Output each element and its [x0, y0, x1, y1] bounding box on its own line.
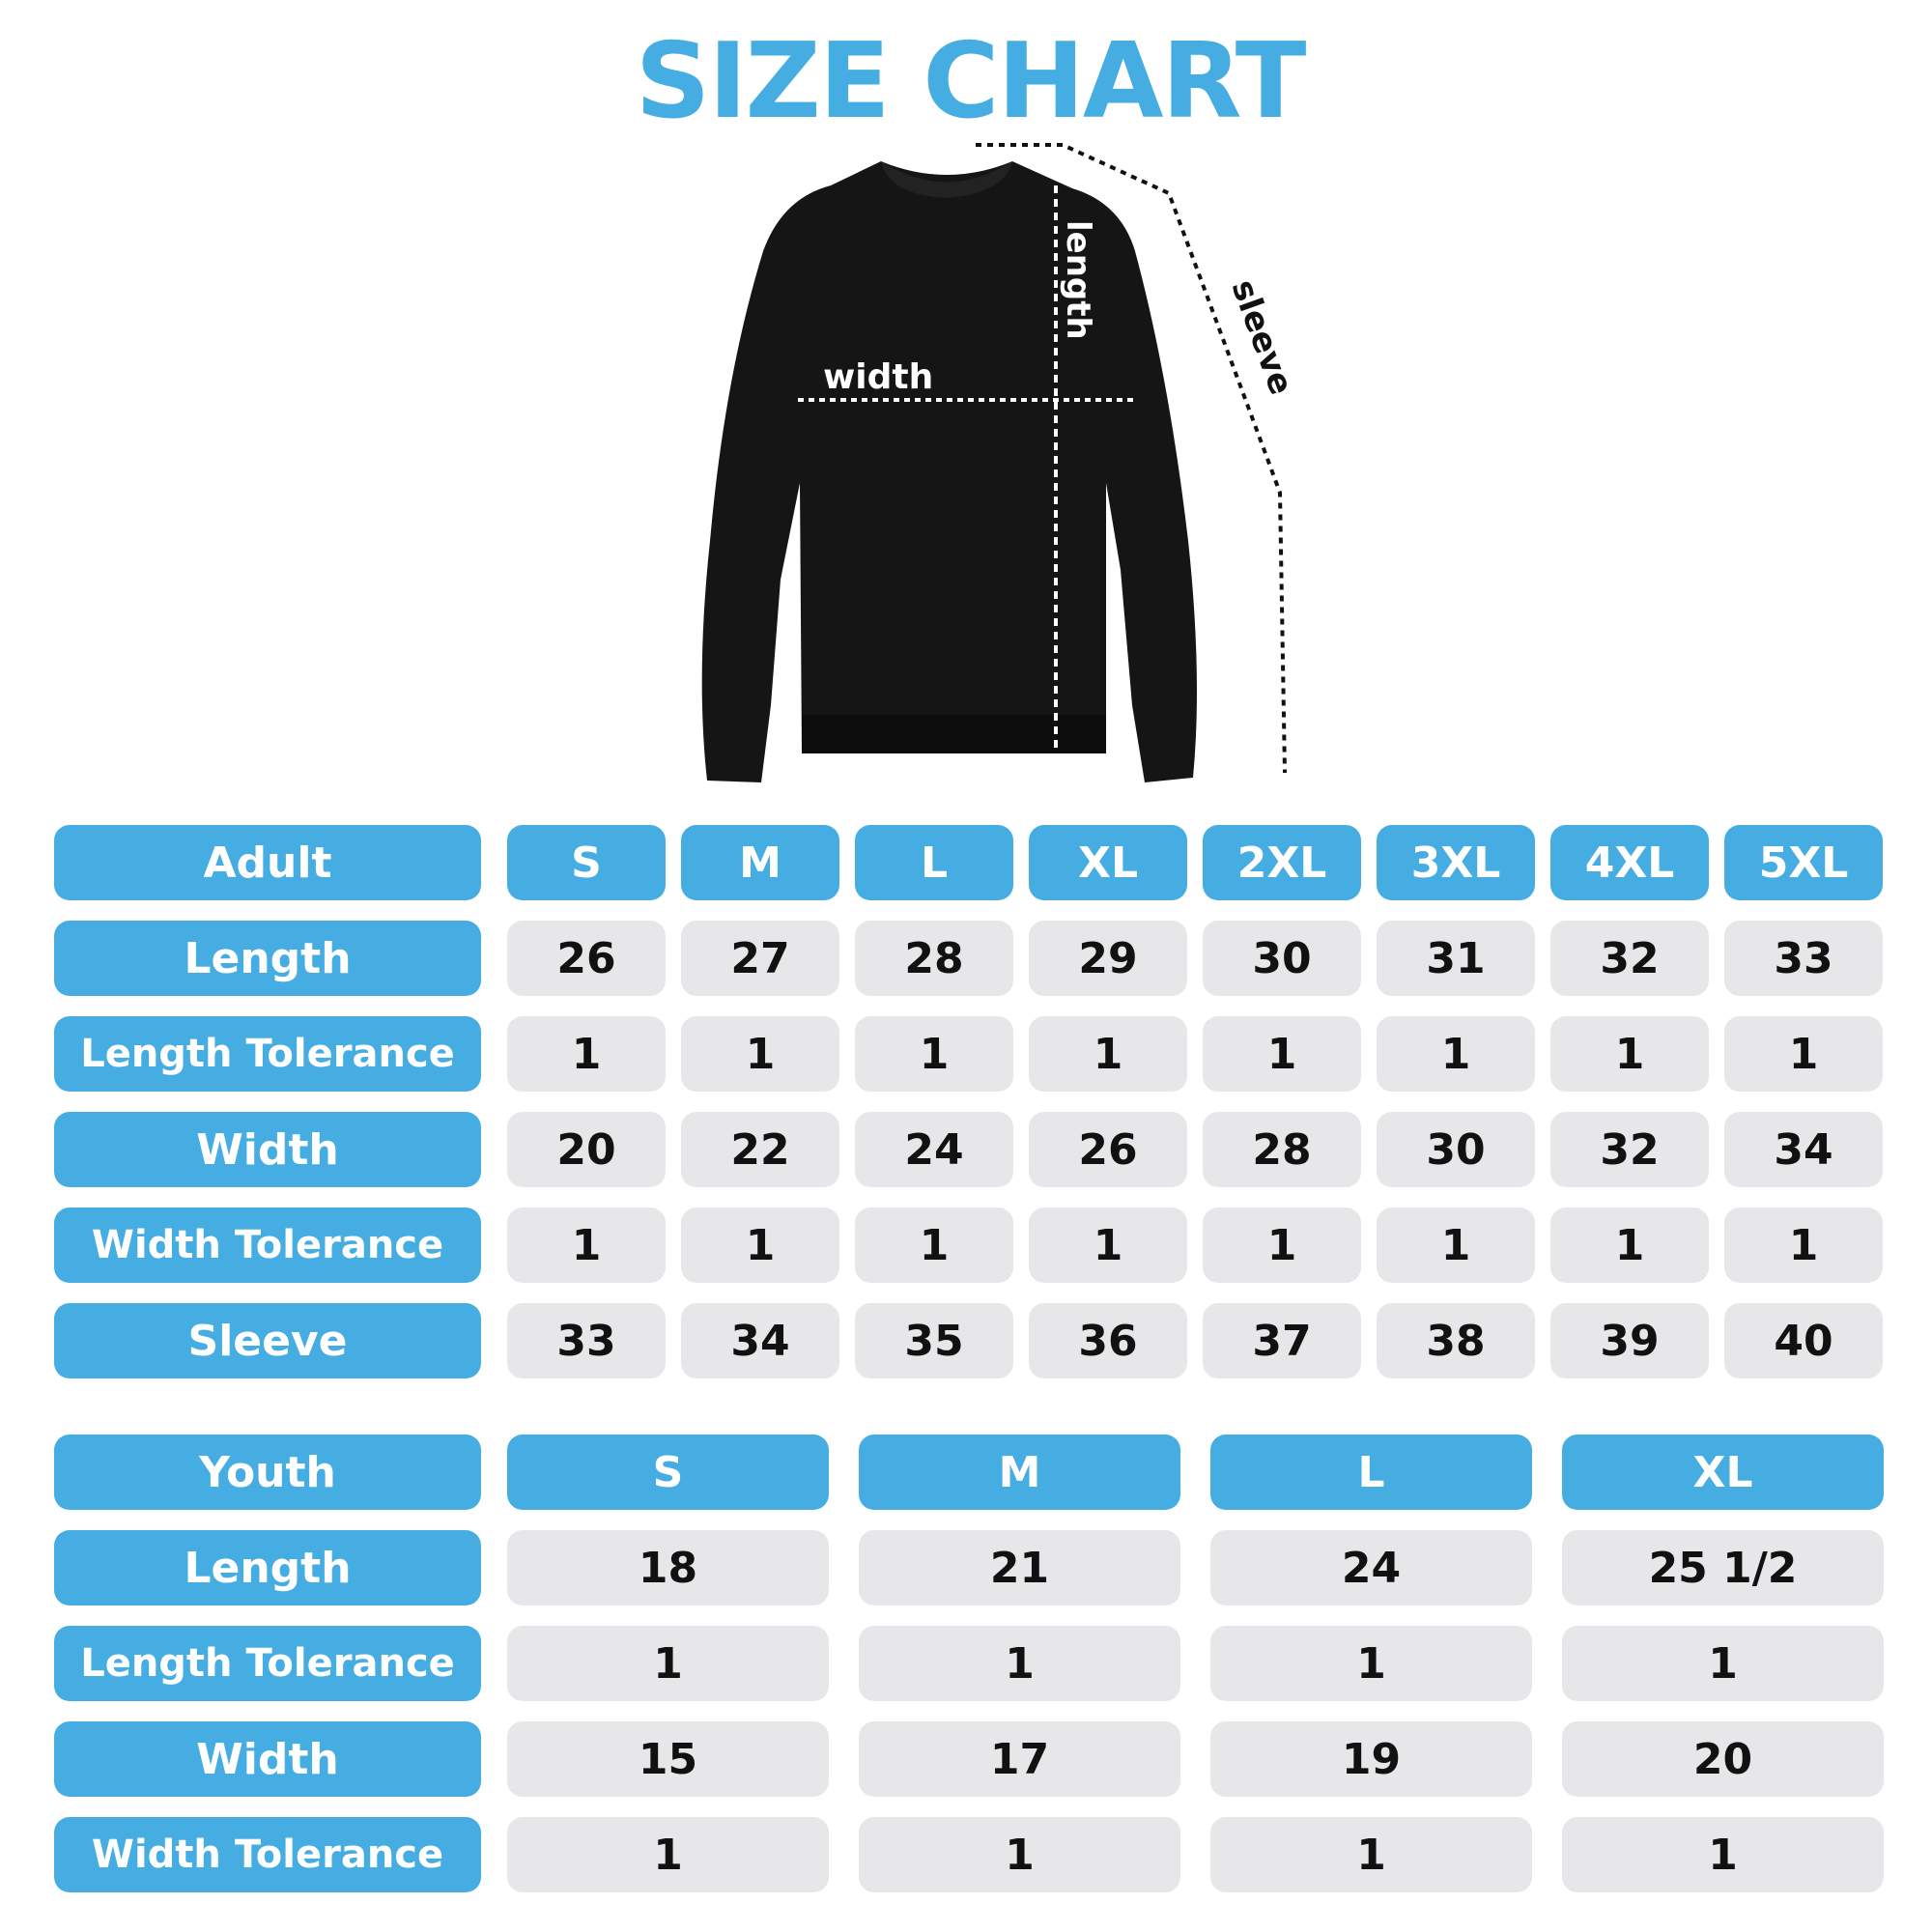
length-label: length [1059, 220, 1097, 340]
adult-value-cell: 33 [507, 1303, 666, 1378]
adult-size-3xl: 3XL [1377, 825, 1535, 900]
youth-value-cell: 1 [1562, 1626, 1884, 1701]
adult-value-cell: 24 [855, 1112, 1013, 1187]
adult-value-cell: 40 [1724, 1303, 1883, 1378]
adult-value-cell: 1 [1203, 1016, 1361, 1092]
adult-value-cell: 1 [507, 1016, 666, 1092]
youth-value-cell: 24 [1210, 1530, 1532, 1605]
youth-value-cell: 21 [859, 1530, 1180, 1605]
youth-row-label: Length Tolerance [54, 1626, 481, 1701]
sweatshirt-diagram: width length sleeve [701, 143, 1301, 782]
youth-value-cell: 19 [1210, 1721, 1532, 1797]
adult-row-label: Width [54, 1112, 481, 1187]
page-title: SIZE CHART [635, 21, 1307, 142]
adult-value-cell: 28 [1203, 1112, 1361, 1187]
youth-value-cell: 15 [507, 1721, 829, 1797]
width-label: width [823, 357, 933, 397]
adult-size-5xl: 5XL [1724, 825, 1883, 900]
adult-value-cell: 35 [855, 1303, 1013, 1378]
youth-value-cell: 18 [507, 1530, 829, 1605]
adult-value-cell: 31 [1377, 921, 1535, 996]
adult-value-cell: 26 [1029, 1112, 1187, 1187]
youth-size-xl: XL [1562, 1435, 1884, 1510]
adult-value-cell: 20 [507, 1112, 666, 1187]
adult-value-cell: 1 [507, 1208, 666, 1283]
adult-value-cell: 29 [1029, 921, 1187, 996]
adult-value-cell: 28 [855, 921, 1013, 996]
youth-size-s: S [507, 1435, 829, 1510]
sleeve-measure-line [976, 143, 1287, 774]
sweatshirt-image [701, 161, 1197, 782]
adult-value-cell: 1 [1029, 1208, 1187, 1283]
youth-size-m: M [859, 1435, 1180, 1510]
youth-value-cell: 1 [859, 1817, 1180, 1892]
youth-value-cell: 1 [1210, 1626, 1532, 1701]
adult-value-cell: 22 [681, 1112, 839, 1187]
youth-value-cell: 1 [1210, 1817, 1532, 1892]
adult-value-cell: 1 [1377, 1208, 1535, 1283]
youth-row-label: Width [54, 1721, 481, 1797]
youth-value-cell: 1 [507, 1817, 829, 1892]
adult-value-cell: 26 [507, 921, 666, 996]
adult-size-4xl: 4XL [1550, 825, 1709, 900]
adult-size-l: L [855, 825, 1013, 900]
adult-value-cell: 1 [681, 1016, 839, 1092]
adult-size-s: S [507, 825, 666, 900]
adult-value-cell: 1 [681, 1208, 839, 1283]
adult-row-label: Length [54, 921, 481, 996]
youth-row-label: Width Tolerance [54, 1817, 481, 1892]
adult-value-cell: 27 [681, 921, 839, 996]
youth-size-l: L [1210, 1435, 1532, 1510]
adult-value-cell: 1 [1724, 1208, 1883, 1283]
adult-value-cell: 1 [1029, 1016, 1187, 1092]
adult-value-cell: 1 [1724, 1016, 1883, 1092]
adult-value-cell: 30 [1203, 921, 1361, 996]
adult-value-cell: 30 [1377, 1112, 1535, 1187]
adult-value-cell: 1 [855, 1208, 1013, 1283]
adult-value-cell: 32 [1550, 1112, 1709, 1187]
adult-value-cell: 38 [1377, 1303, 1535, 1378]
adult-row-label: Length Tolerance [54, 1016, 481, 1092]
adult-value-cell: 1 [1550, 1016, 1709, 1092]
youth-value-cell: 25 1/2 [1562, 1530, 1884, 1605]
adult-size-2xl: 2XL [1203, 825, 1361, 900]
adult-value-cell: 1 [1550, 1208, 1709, 1283]
adult-row-label: Width Tolerance [54, 1208, 481, 1283]
adult-value-cell: 1 [1203, 1208, 1361, 1283]
adult-value-cell: 36 [1029, 1303, 1187, 1378]
adult-value-cell: 32 [1550, 921, 1709, 996]
adult-value-cell: 1 [1377, 1016, 1535, 1092]
adult-value-cell: 37 [1203, 1303, 1361, 1378]
youth-row-label: Length [54, 1530, 481, 1605]
adult-value-cell: 1 [855, 1016, 1013, 1092]
adult-value-cell: 34 [1724, 1112, 1883, 1187]
youth-value-cell: 17 [859, 1721, 1180, 1797]
adult-value-cell: 34 [681, 1303, 839, 1378]
adult-size-m: M [681, 825, 839, 900]
adult-value-cell: 33 [1724, 921, 1883, 996]
adult-header-label: Adult [54, 825, 481, 900]
adult-size-xl: XL [1029, 825, 1187, 900]
youth-header-label: Youth [54, 1435, 481, 1510]
youth-value-cell: 1 [859, 1626, 1180, 1701]
youth-value-cell: 20 [1562, 1721, 1884, 1797]
youth-value-cell: 1 [507, 1626, 829, 1701]
adult-value-cell: 39 [1550, 1303, 1709, 1378]
sleeve-label: sleeve [1224, 274, 1301, 399]
youth-value-cell: 1 [1562, 1817, 1884, 1892]
adult-row-label: Sleeve [54, 1303, 481, 1378]
